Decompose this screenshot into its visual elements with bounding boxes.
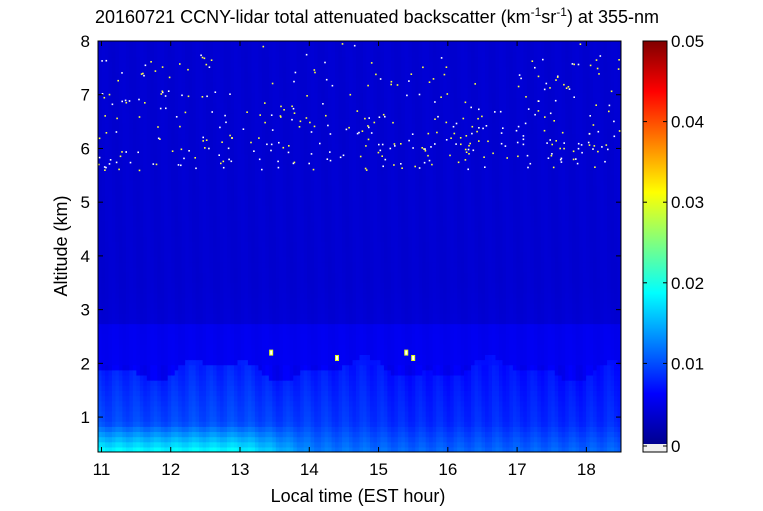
x-tick-label: 17 [508, 460, 527, 479]
x-tick-label: 11 [93, 460, 111, 479]
y-tick-label: 1 [81, 408, 90, 427]
y-tick-label: 5 [81, 193, 90, 212]
colorbar-tick-label: 0.02 [671, 274, 704, 293]
colorbar-tick-label: 0.01 [671, 354, 704, 373]
x-tick-label: 13 [231, 460, 250, 479]
colorbar: 0 0.01 0.02 0.03 0.04 0.05 [642, 32, 704, 456]
x-axis-label: Local time (EST hour) [271, 486, 446, 506]
x-tick-label: 12 [161, 460, 180, 479]
colorbar-ticks: 0 0.01 0.02 0.03 0.04 0.05 [643, 32, 704, 456]
colorbar-tick-label: 0.05 [671, 32, 704, 51]
x-axis: 11 12 13 14 15 16 17 18 [93, 41, 596, 479]
y-tick-label: 7 [81, 86, 90, 105]
x-tick-label: 16 [438, 460, 457, 479]
y-axis-label: Altitude (km) [51, 195, 71, 296]
x-tick-label: 15 [369, 460, 388, 479]
colorbar-under-swatch [643, 444, 667, 452]
colorbar-tick-label: 0 [671, 437, 680, 456]
colorbar-frame [642, 40, 668, 453]
x-tick-label: 18 [577, 460, 596, 479]
colorbar-tick-label: 0.04 [671, 113, 704, 132]
chart-title: 20160721 CCNY-lidar total attenuated bac… [95, 5, 659, 27]
x-tick-label: 14 [300, 460, 319, 479]
y-tick-label: 6 [81, 139, 90, 158]
y-tick-label: 4 [81, 247, 90, 266]
y-tick-label: 8 [81, 32, 90, 51]
plot-frame [97, 40, 622, 453]
y-tick-label: 2 [81, 354, 90, 373]
y-axis: 1 2 3 4 5 6 7 8 [81, 32, 621, 427]
y-tick-label: 3 [81, 301, 90, 320]
colorbar-tick-label: 0.03 [671, 193, 704, 212]
colorbar-gradient [643, 41, 667, 444]
